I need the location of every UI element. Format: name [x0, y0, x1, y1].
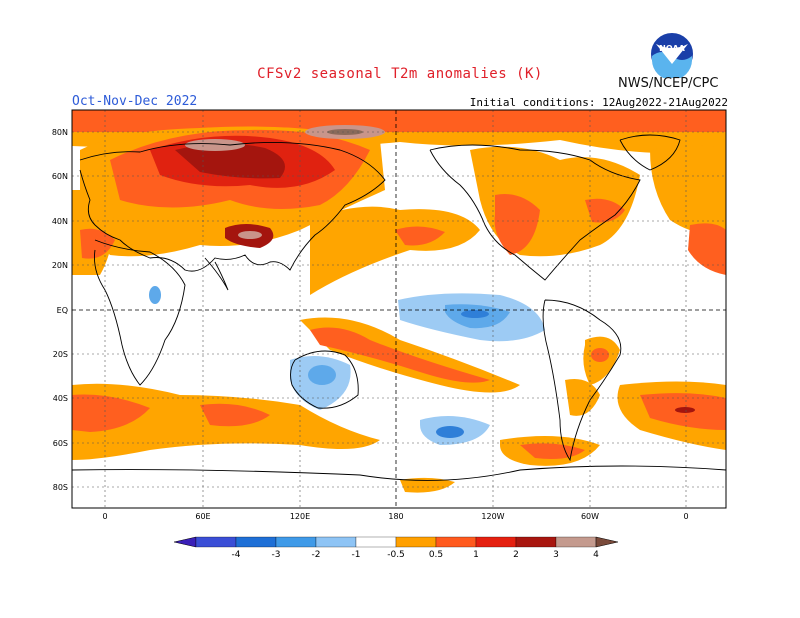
agency-label: NWS/NCEP/CPC	[618, 76, 719, 91]
colorbar-segment	[555, 536, 597, 548]
initial-conditions-label: Initial conditions: 12Aug2022-21Aug2022	[469, 96, 728, 109]
lon-label: 0	[102, 512, 107, 521]
colorbar-segment	[275, 536, 317, 548]
colorbar-segment	[355, 536, 397, 548]
colorbar-label: -0.5	[387, 550, 405, 560]
colorbar-label: 0.5	[429, 550, 443, 560]
map-title: CFSv2 seasonal T2m anomalies (K)	[257, 66, 543, 82]
arctic-warm-band	[72, 110, 726, 132]
lon-label: 120E	[290, 512, 310, 521]
coastlines	[72, 134, 726, 481]
noaa-logo-icon: NOAA	[648, 30, 696, 80]
colorbar-segment	[315, 536, 357, 548]
season-label: Oct-Nov-Dec 2022	[72, 94, 198, 109]
coast-greenland	[619, 134, 681, 171]
lat-label: 40S	[53, 394, 68, 403]
colorbar-arrow-low	[173, 536, 197, 548]
colorbar-segment	[515, 536, 557, 548]
colorbar-segment	[435, 536, 477, 548]
coast-antarctica	[72, 465, 726, 481]
map-frame	[71, 109, 727, 509]
lon-label: 60E	[195, 512, 210, 521]
lat-label: 80N	[52, 128, 68, 137]
colorbar-label: -3	[272, 550, 281, 560]
latitude-labels: 80N 60N 40N 20N EQ 20S 40S 60S 80S	[52, 128, 68, 492]
colorbar: -4 -3 -2 -1 -0.5 0.5 1 2 3 4	[173, 536, 619, 560]
lon-label: 180	[388, 512, 403, 521]
coast-india	[204, 257, 229, 291]
logo-text: NOAA	[659, 44, 685, 53]
eurasia-warm-3	[175, 143, 285, 179]
colorbar-segment	[195, 536, 237, 548]
coast-africa	[94, 239, 186, 386]
longitude-labels: 0 60E 120E 180 120W 60W 0	[102, 512, 688, 521]
coast-south-america	[542, 299, 622, 462]
coast-europe-asia	[79, 141, 386, 272]
colorbar-segment	[395, 536, 437, 548]
lat-label: 40N	[52, 217, 68, 226]
lon-label: 0	[683, 512, 688, 521]
lon-label: 60W	[581, 512, 599, 521]
colorbar-label: -2	[312, 550, 321, 560]
gridlines	[72, 110, 726, 508]
lat-label: 20S	[53, 350, 68, 359]
colorbar-label: -4	[232, 550, 241, 560]
colorbar-label: 2	[513, 550, 519, 560]
lat-label: 60N	[52, 172, 68, 181]
colorbar-label: -1	[352, 550, 361, 560]
colorbar-label: 3	[553, 550, 559, 560]
lat-label: EQ	[57, 306, 68, 315]
coast-north-america	[429, 144, 641, 281]
colorbar-label: 1	[473, 550, 479, 560]
colorbar-segment	[475, 536, 517, 548]
lat-label: 20N	[52, 261, 68, 270]
equator-dateline	[72, 110, 726, 508]
coast-australia	[290, 350, 359, 409]
anomaly-field	[72, 110, 726, 508]
lat-label: 60S	[53, 439, 68, 448]
lon-label: 120W	[481, 512, 504, 521]
colorbar-arrow-high	[595, 536, 619, 548]
colorbar-segment	[235, 536, 277, 548]
colorbar-label: 4	[593, 550, 599, 560]
lat-label: 80S	[53, 483, 68, 492]
